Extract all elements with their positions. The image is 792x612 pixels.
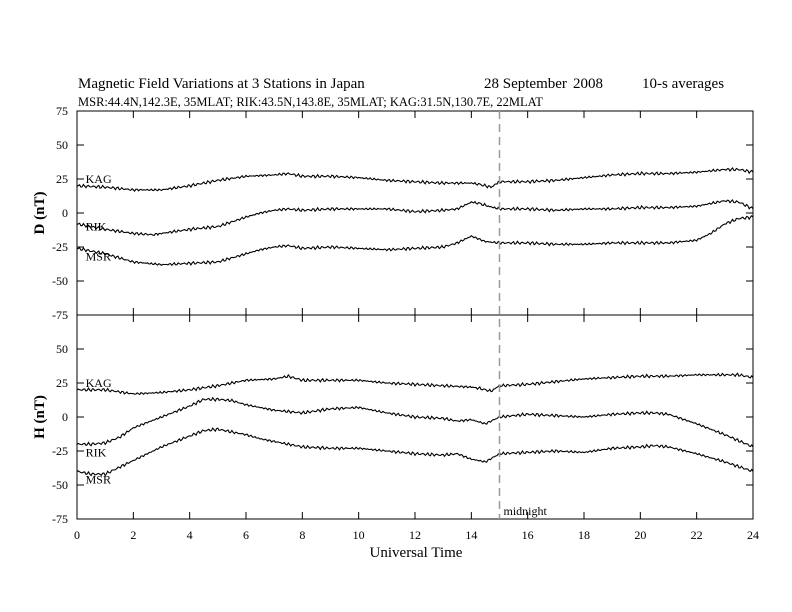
d-station-label-kag: KAG bbox=[86, 172, 112, 186]
chart-date: 28 September bbox=[484, 76, 567, 92]
d-component-panel: -75 -50 -25 0 25 50 75 D (nT) KAG RIK MSR bbox=[32, 104, 754, 322]
h-ytick-label: -50 bbox=[52, 478, 68, 492]
h-station-label-kag: KAG bbox=[86, 376, 112, 390]
x-tick-label: 2 bbox=[130, 528, 136, 542]
d-station-label-rik: RIK bbox=[86, 220, 107, 234]
d-ytick-label: 50 bbox=[56, 138, 68, 152]
h-panel-frame bbox=[76, 314, 754, 520]
d-ytick-label: 75 bbox=[56, 104, 68, 118]
d-ytick-label: 25 bbox=[56, 172, 68, 186]
x-axis-title: Universal Time bbox=[370, 545, 463, 561]
d-station-label-msr: MSR bbox=[86, 250, 111, 264]
chart-year: 2008 bbox=[573, 76, 603, 92]
x-tick-label: 8 bbox=[299, 528, 305, 542]
h-ytick-label: 25 bbox=[56, 376, 68, 390]
x-tick-label: 24 bbox=[747, 528, 759, 542]
d-ytick-label: -75 bbox=[52, 308, 68, 322]
midnight-label: midnight bbox=[504, 504, 548, 518]
averaging-note: 10-s averages bbox=[642, 76, 724, 92]
d-y-axis-title: D (nT) bbox=[32, 192, 48, 235]
x-tick-label: 16 bbox=[522, 528, 534, 542]
d-series-kag bbox=[76, 166, 754, 192]
h-ytick-label: 0 bbox=[62, 410, 68, 424]
d-series-msr bbox=[76, 215, 754, 267]
stations-subtitle: MSR:44.4N,142.3E, 35MLAT; RIK:43.5N,143.… bbox=[78, 95, 543, 109]
chart-title: Magnetic Field Variations at 3 Stations … bbox=[78, 76, 365, 92]
x-tick-label: 10 bbox=[353, 528, 365, 542]
d-ytick-label: -25 bbox=[52, 240, 68, 254]
x-tick-label: 4 bbox=[187, 528, 193, 542]
x-tick-label: 0 bbox=[74, 528, 80, 542]
h-series-kag bbox=[76, 372, 754, 396]
h-series-rik bbox=[76, 396, 754, 448]
x-tick-label: 14 bbox=[465, 528, 477, 542]
h-ytick-label: -25 bbox=[52, 444, 68, 458]
d-series-rik bbox=[76, 198, 754, 237]
x-tick-label: 6 bbox=[243, 528, 249, 542]
x-tick-label: 18 bbox=[578, 528, 590, 542]
h-ytick-label: -75 bbox=[52, 512, 68, 526]
x-tick-label: 22 bbox=[691, 528, 703, 542]
h-station-label-rik: RIK bbox=[86, 445, 107, 459]
x-tick-label: 20 bbox=[634, 528, 646, 542]
h-ytick-label: 50 bbox=[56, 342, 68, 356]
h-series-msr bbox=[76, 427, 754, 477]
d-panel-frame bbox=[76, 110, 754, 316]
h-y-axis-title: H (nT) bbox=[32, 395, 48, 439]
d-ytick-label: -50 bbox=[52, 274, 68, 288]
x-tick-label: 12 bbox=[409, 528, 421, 542]
h-station-label-msr: MSR bbox=[86, 473, 111, 487]
d-ytick-label: 0 bbox=[62, 206, 68, 220]
